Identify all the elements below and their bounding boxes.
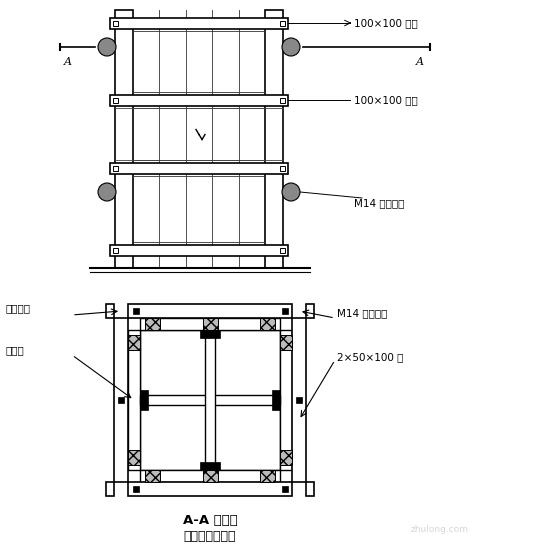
Bar [280, 330, 292, 470]
Circle shape [98, 38, 116, 56]
Bar [205, 330, 215, 470]
Bar [292, 318, 306, 482]
Bar [106, 482, 114, 496]
Bar [110, 245, 288, 256]
Text: A: A [64, 57, 72, 67]
Bar [128, 482, 292, 496]
Circle shape [98, 183, 116, 201]
Bar [113, 21, 118, 26]
Bar [115, 10, 133, 268]
Bar [140, 330, 280, 470]
Bar [113, 166, 118, 171]
Bar [110, 95, 288, 106]
Text: zhulong.com: zhulong.com [411, 525, 469, 534]
Bar [203, 318, 217, 330]
Bar [280, 166, 285, 171]
Bar [140, 470, 280, 482]
Text: M14 对拉螺栓: M14 对拉螺栓 [337, 308, 388, 318]
Bar [133, 486, 139, 492]
Bar [272, 390, 280, 410]
Bar [140, 390, 148, 410]
Bar [282, 486, 288, 492]
Bar [113, 98, 118, 103]
Bar [118, 397, 124, 403]
Bar [280, 450, 292, 465]
Bar [280, 335, 292, 350]
Bar [306, 482, 314, 496]
Text: 限位螺栓: 限位螺栓 [5, 303, 30, 313]
Text: A-A 剖面图: A-A 剖面图 [183, 514, 237, 526]
Text: 100×100 万木: 100×100 万木 [354, 18, 418, 28]
Bar [128, 304, 292, 318]
Text: A: A [416, 57, 424, 67]
Bar [265, 10, 283, 268]
Bar [145, 470, 160, 482]
Text: M14 对拉螺栓: M14 对拉螺栓 [354, 198, 405, 208]
Bar [106, 304, 114, 318]
Bar [200, 330, 220, 338]
Bar [203, 470, 217, 482]
Bar [128, 330, 140, 470]
Bar [260, 318, 275, 330]
Bar [260, 470, 275, 482]
Bar [133, 308, 139, 314]
Bar [145, 318, 160, 330]
Text: 100×100 万木: 100×100 万木 [354, 95, 418, 105]
Bar [110, 163, 288, 174]
Bar [280, 248, 285, 253]
Bar [140, 395, 280, 405]
Bar [128, 450, 140, 465]
Bar [306, 304, 314, 318]
Bar [114, 318, 128, 482]
Bar [280, 21, 285, 26]
Bar [110, 18, 288, 29]
Bar [128, 335, 140, 350]
Bar [113, 248, 118, 253]
Bar [140, 318, 280, 330]
Text: 2×50×100 方: 2×50×100 方 [337, 352, 404, 362]
Bar [282, 308, 288, 314]
Text: 柱模安装示意图: 柱模安装示意图 [184, 530, 236, 543]
Circle shape [282, 38, 300, 56]
Circle shape [282, 183, 300, 201]
Bar [280, 98, 285, 103]
Bar [296, 397, 302, 403]
Bar [200, 462, 220, 470]
Text: 胶合板: 胶合板 [5, 345, 24, 355]
